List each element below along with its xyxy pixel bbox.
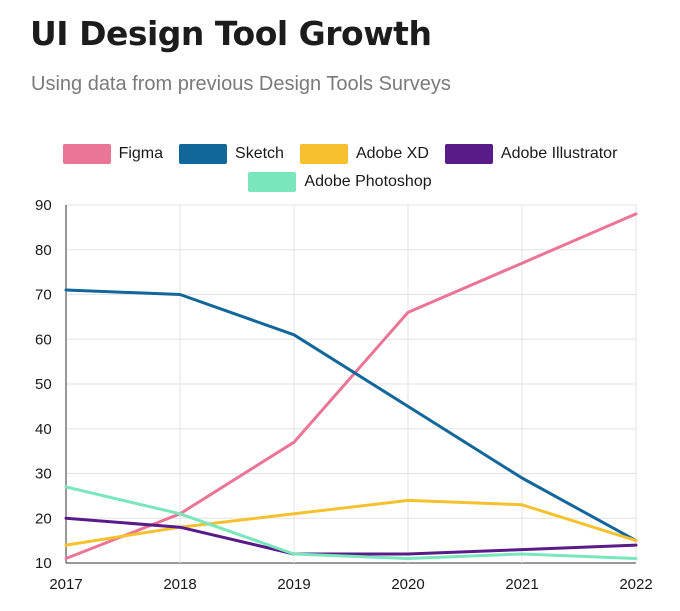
y-tick-label-40: 40 xyxy=(35,421,52,438)
legend-item-adobe-photoshop[interactable]: Adobe Photoshop xyxy=(248,172,432,192)
legend-swatch-adobe-photoshop xyxy=(248,172,297,192)
x-tick-label-2019: 2019 xyxy=(277,576,310,593)
y-tick-label-90: 90 xyxy=(35,197,52,214)
legend-swatch-adobe-illustrator xyxy=(444,144,493,164)
chart-legend: Figma Sketch Adobe XD Adobe Illustrator … xyxy=(0,140,680,196)
legend-item-adobe-illustrator[interactable]: Adobe Illustrator xyxy=(444,144,618,164)
series-line-sketch xyxy=(64,288,638,543)
series-line-adobe-xd xyxy=(64,498,638,547)
legend-label-sketch: Sketch xyxy=(235,145,284,162)
x-tick-label-2021: 2021 xyxy=(505,576,538,593)
legend-item-adobe-xd[interactable]: Adobe XD xyxy=(299,144,429,164)
x-tick-label-2017: 2017 xyxy=(49,576,82,593)
series-line-adobe-illustrator xyxy=(64,516,638,556)
y-tick-label-20: 20 xyxy=(35,510,52,527)
legend-swatch-figma xyxy=(62,144,111,164)
y-tick-label-30: 30 xyxy=(35,466,52,483)
chart-subtitle: Using data from previous Design Tools Su… xyxy=(31,73,451,95)
legend-label-figma: Figma xyxy=(118,145,164,162)
legend-label-adobe-illustrator: Adobe Illustrator xyxy=(500,145,618,162)
x-tick-label-2018: 2018 xyxy=(163,576,196,593)
legend-swatch-sketch xyxy=(179,144,228,164)
legend-label-adobe-xd: Adobe XD xyxy=(355,145,429,162)
legend-swatch-adobe-xd xyxy=(299,144,348,164)
y-tick-label-50: 50 xyxy=(35,376,52,393)
series-line-adobe-photoshop xyxy=(64,485,638,560)
legend-item-figma[interactable]: Figma xyxy=(62,144,164,164)
y-tick-label-70: 70 xyxy=(35,287,52,304)
y-tick-label-60: 60 xyxy=(35,331,52,348)
y-tick-label-10: 10 xyxy=(35,555,52,572)
legend-item-sketch[interactable]: Sketch xyxy=(179,144,284,164)
x-tick-label-2020: 2020 xyxy=(391,576,424,593)
x-tick-label-2022: 2022 xyxy=(619,576,652,593)
legend-label-adobe-photoshop: Adobe Photoshop xyxy=(304,173,432,190)
series-line-figma xyxy=(64,212,638,560)
legend-row-1: Figma Sketch Adobe XD Adobe Illustrator xyxy=(0,140,680,168)
chart-title: UI Design Tool Growth xyxy=(30,14,432,53)
legend-row-2: Adobe Photoshop xyxy=(0,168,680,196)
y-tick-label-80: 80 xyxy=(35,242,52,259)
